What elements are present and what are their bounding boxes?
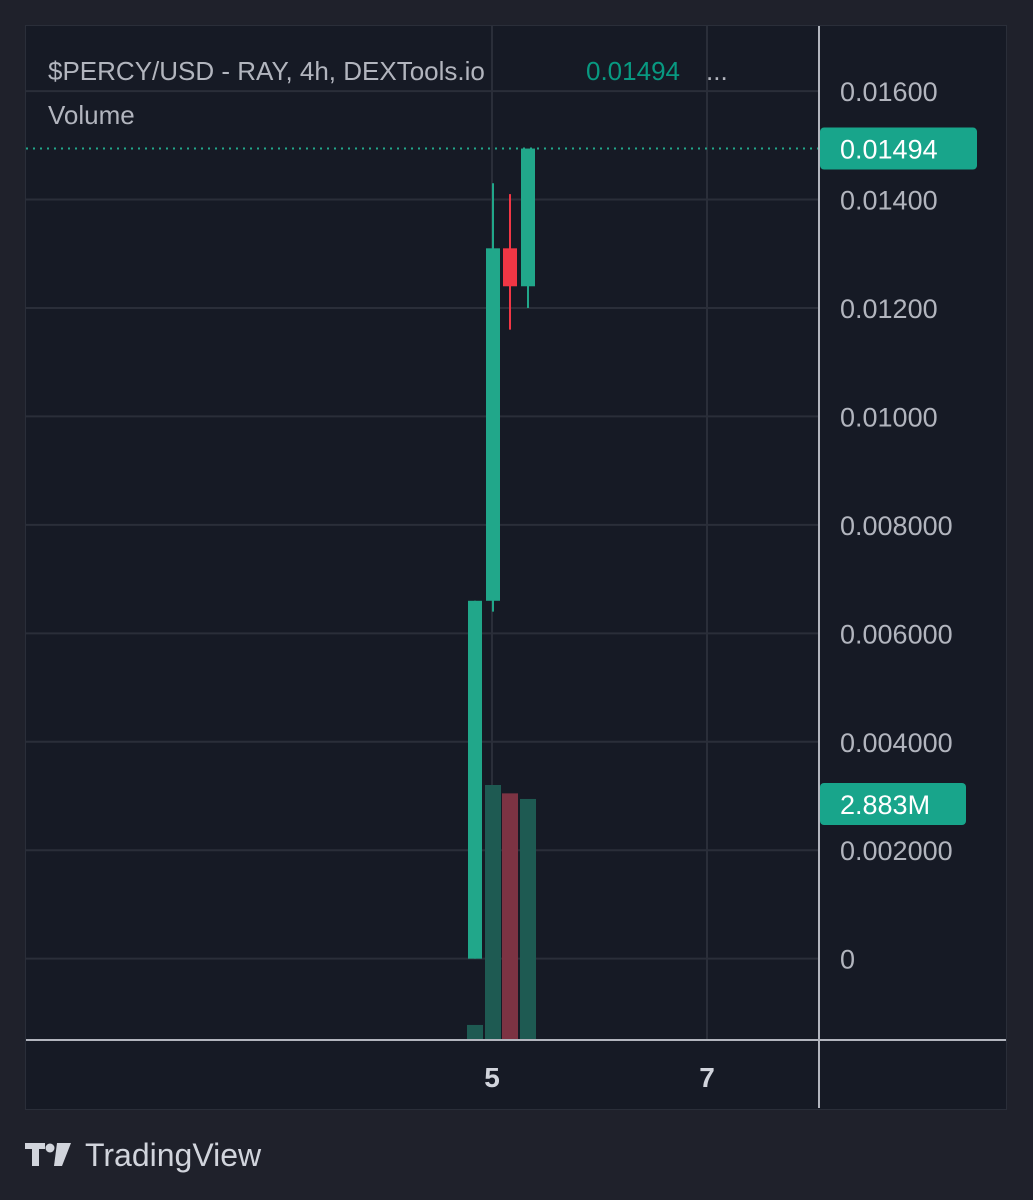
x-tick-label: 5 [484,1062,500,1093]
legend-more[interactable]: ... [706,56,728,86]
volume-bar [485,785,501,1040]
volume-tag-text: 2.883M [840,790,930,820]
brand-name: TradingView [85,1136,262,1173]
last-price-tag-text: 0.01494 [840,135,938,165]
candle-body [521,148,535,287]
y-tick-label: 0.01000 [840,402,938,432]
y-tick-label: 0.002000 [840,836,953,866]
volume-bar [467,1024,483,1040]
price-tags: 0.01494 2.883M [26,127,977,825]
legend-last-price: 0.01494 [586,56,680,86]
volume-bar [502,793,518,1040]
y-tick-label: 0.01600 [840,77,938,107]
axes: 0.01600 0.01400 0.01200 0.01000 0.008000 0.00… [26,26,1006,1108]
symbol-legend[interactable]: $PERCY/USD - RAY, 4h, DEXTools.io [48,56,485,86]
y-tick-label: 0.01200 [840,294,938,324]
last-price-tag [820,127,977,170]
y-tick-label: 0.01400 [840,186,938,216]
candle-body [503,248,517,287]
volume-bars [467,785,536,1040]
candle-body [486,248,500,601]
grid-lines [26,26,818,1040]
y-tick-label: 0.006000 [840,619,953,649]
volume-tag [820,783,966,825]
candlesticks [468,148,535,959]
tradingview-logo-icon [25,1143,71,1166]
tradingview-brand[interactable]: TradingView [25,1135,261,1175]
x-tick-label: 7 [699,1062,715,1093]
volume-bar [520,798,536,1040]
candle-body [468,600,482,959]
volume-legend[interactable]: Volume [48,100,135,130]
y-tick-label: 0.004000 [840,728,953,758]
y-tick-label: 0 [840,945,855,975]
y-tick-label: 0.008000 [840,511,953,541]
